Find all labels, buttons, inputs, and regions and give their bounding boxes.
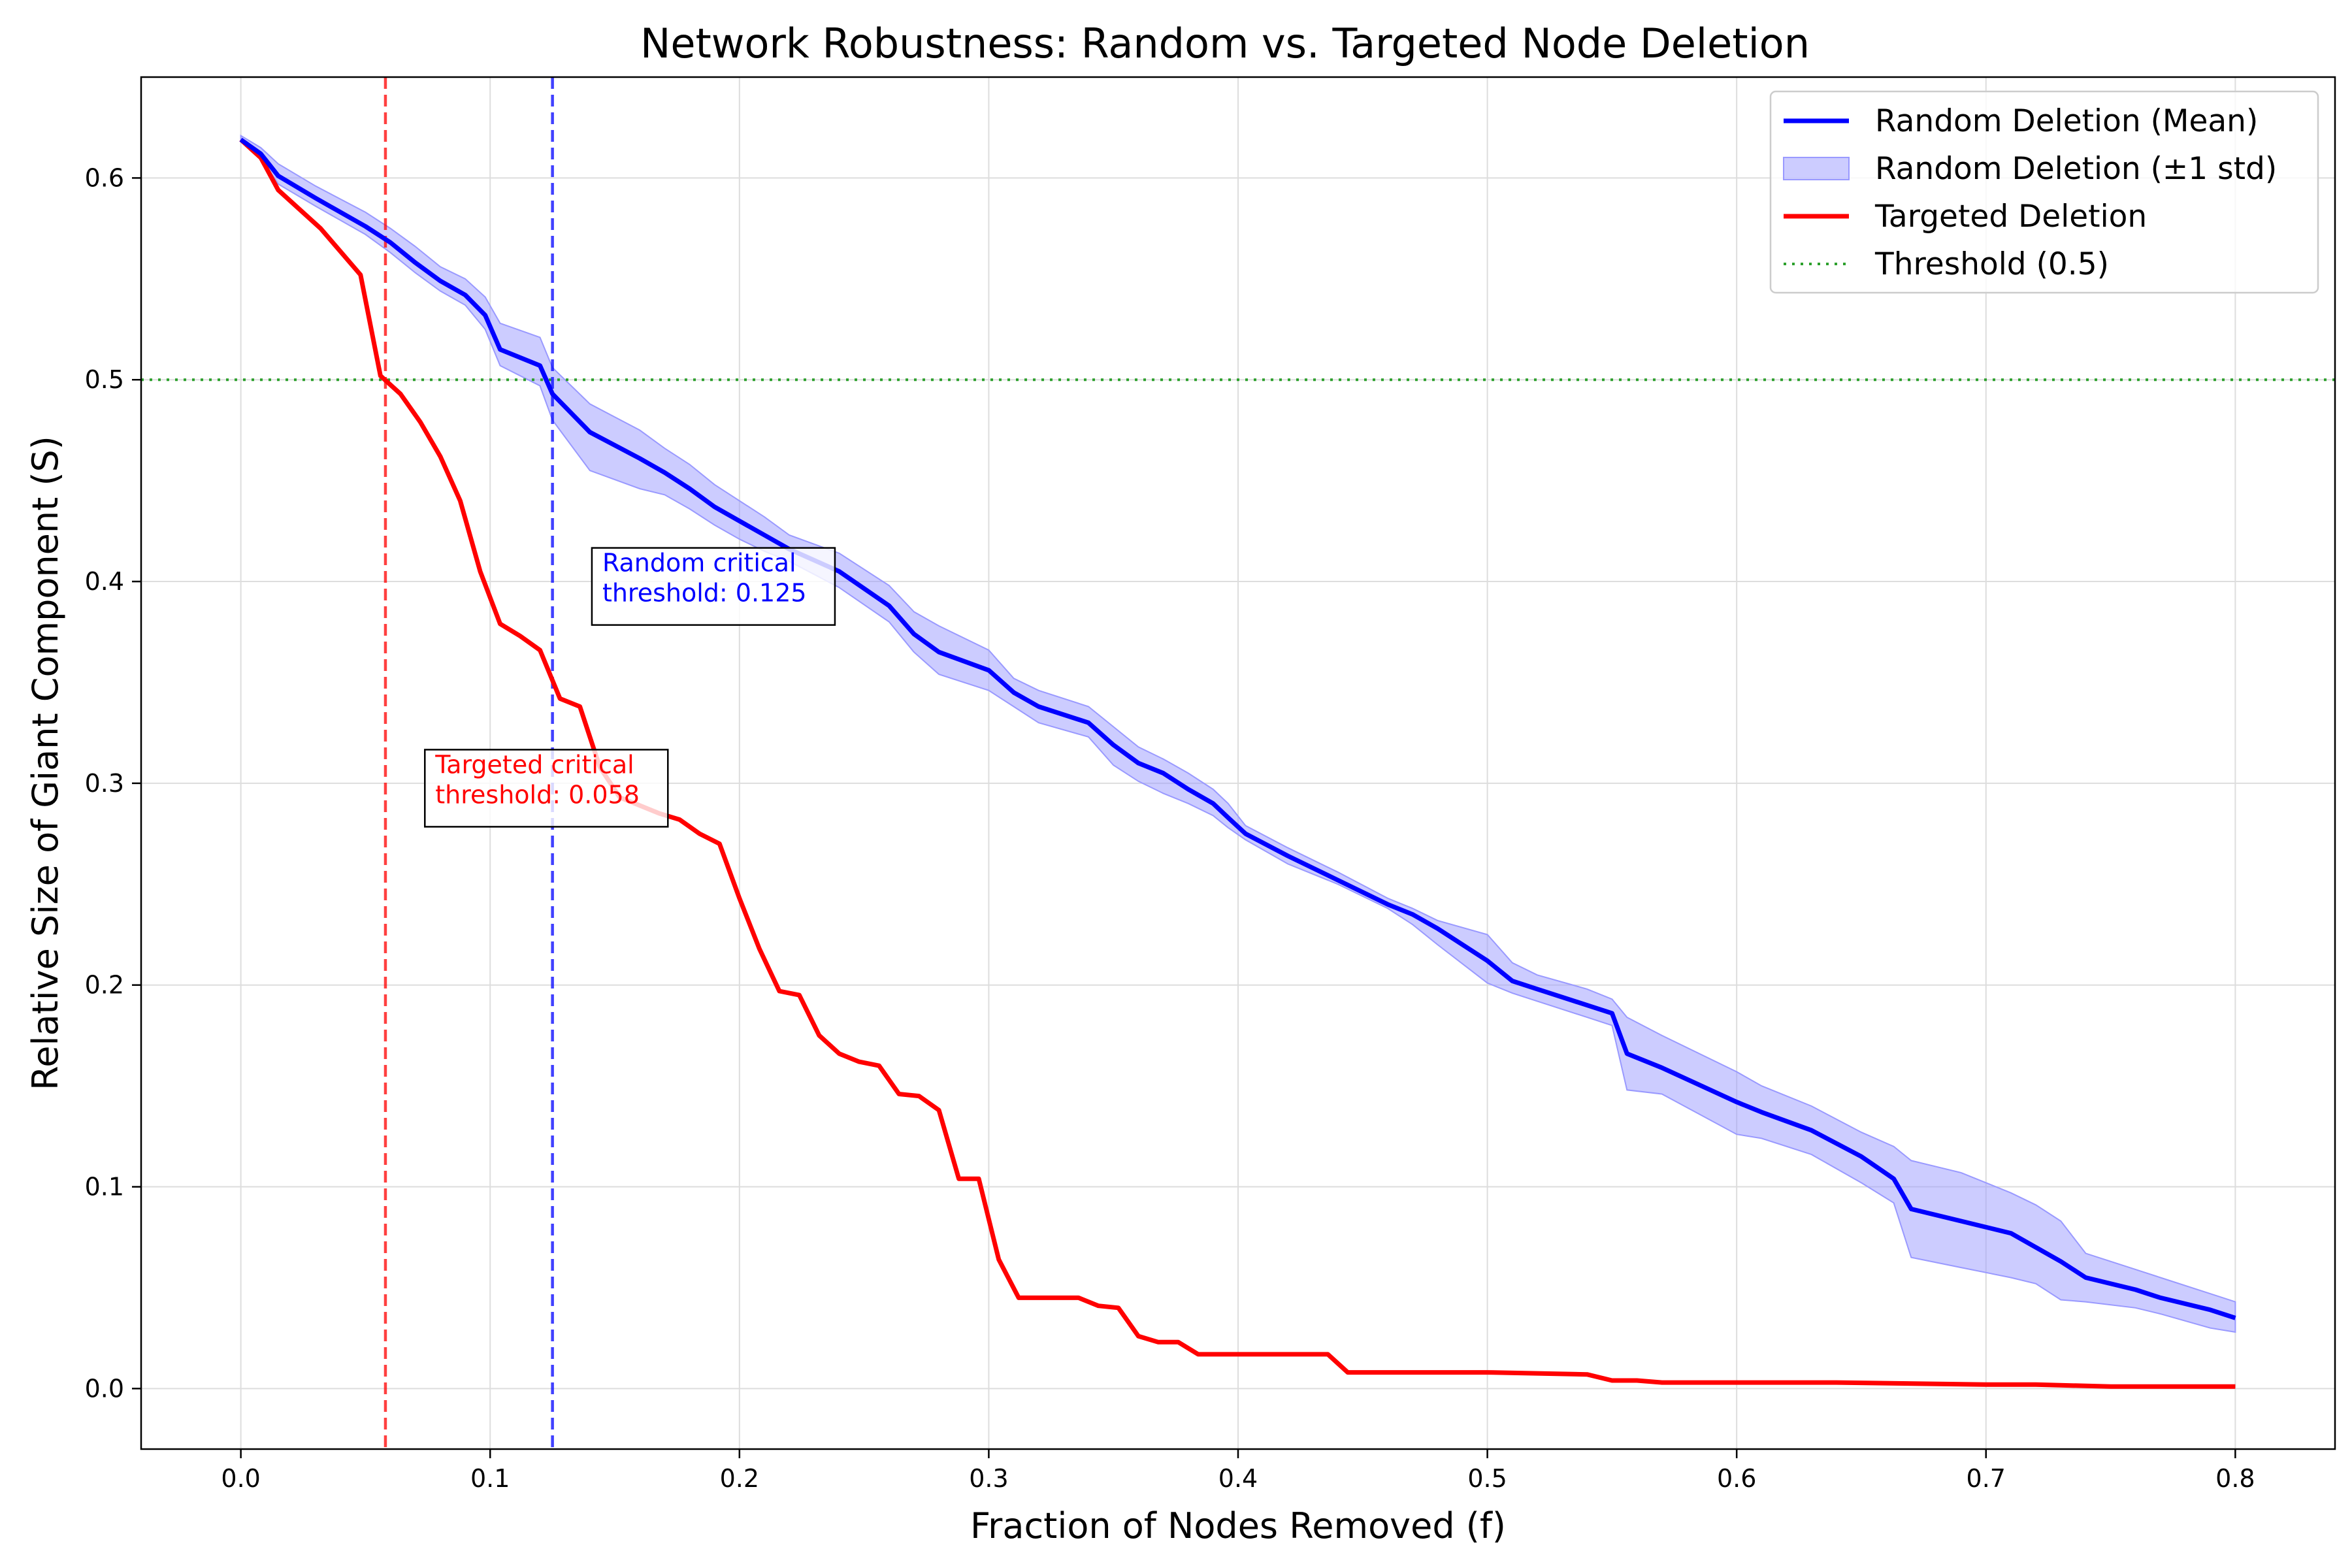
y-axis-ticks: 0.0 0.1 0.2 0.3 0.4 0.5 0.6: [85, 163, 141, 1403]
random-deletion-mean-line: [239, 137, 2236, 1320]
legend-box: [1769, 90, 2319, 294]
annotation-text: threshold: 0.058: [435, 780, 640, 809]
y-tick-label: 0.4: [85, 567, 124, 596]
legend-label: Random Deletion (Mean): [1875, 103, 2258, 139]
annotation-text: Targeted critical: [434, 750, 634, 779]
y-tick-label: 0.5: [85, 365, 124, 394]
x-tick-label: 0.0: [221, 1464, 260, 1493]
y-tick-label: 0.0: [85, 1374, 124, 1403]
y-axis-label: Relative Size of Giant Component (S): [25, 436, 66, 1090]
x-axis-label: Fraction of Nodes Removed (f): [970, 1505, 1506, 1546]
series-layer: [239, 137, 2236, 1389]
x-tick-label: 0.2: [720, 1464, 759, 1493]
chart-title: Network Robustness: Random vs. Targeted …: [640, 20, 1810, 67]
targeted-deletion-line: [239, 138, 2236, 1389]
annotation-text: Random critical: [602, 549, 796, 578]
legend: Random Deletion (Mean) Random Deletion (±…: [1769, 90, 2319, 294]
y-tick-label: 0.3: [85, 769, 124, 798]
x-tick-label: 0.1: [470, 1464, 510, 1493]
x-tick-label: 0.4: [1218, 1464, 1258, 1493]
legend-label: Threshold (0.5): [1874, 246, 2109, 282]
x-tick-label: 0.3: [969, 1464, 1008, 1493]
legend-swatch: [1783, 157, 1850, 180]
x-tick-label: 0.7: [1967, 1464, 2006, 1493]
annotation-box: [591, 547, 836, 626]
y-tick-label: 0.6: [85, 163, 124, 192]
y-tick-label: 0.1: [85, 1173, 124, 1201]
annotation-text: threshold: 0.125: [602, 579, 807, 608]
y-tick-label: 0.2: [85, 971, 124, 1000]
legend-label: Targeted Deletion: [1874, 199, 2147, 235]
legend-label: Random Deletion (±1 std): [1875, 151, 2277, 187]
x-axis-ticks: 0.0 0.1 0.2 0.3 0.4 0.5 0.6 0.7 0.8: [221, 1449, 2255, 1493]
x-tick-label: 0.5: [1467, 1464, 1507, 1493]
annotation-box: [424, 749, 669, 828]
x-tick-label: 0.6: [1717, 1464, 1756, 1493]
x-tick-label: 0.8: [2215, 1464, 2255, 1493]
